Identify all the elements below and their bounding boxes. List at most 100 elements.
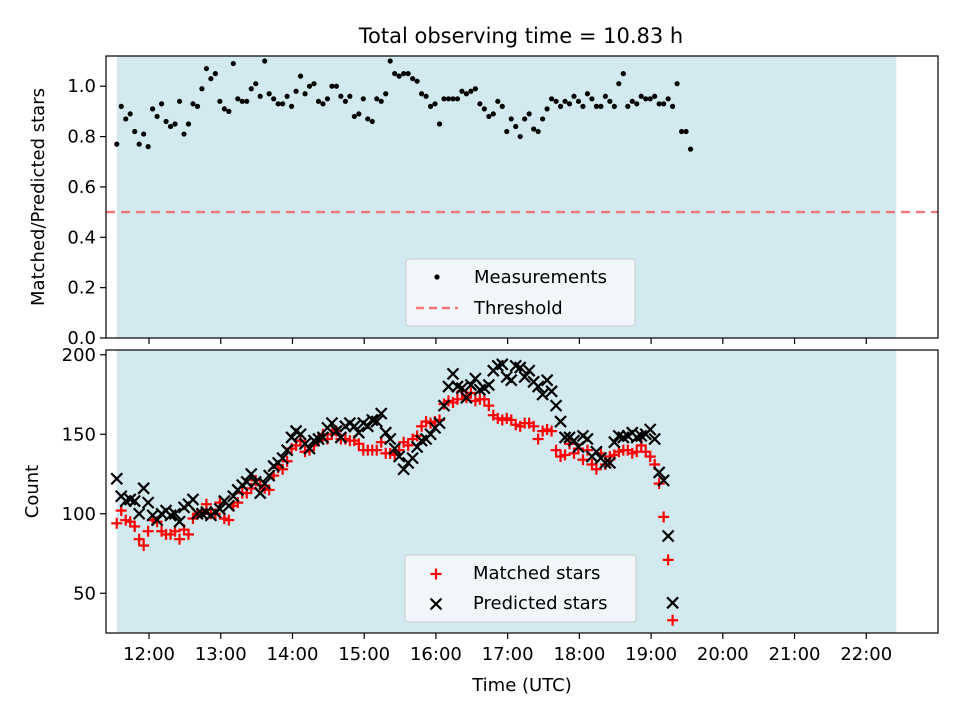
measurement-point	[194, 103, 201, 109]
measurement-point	[302, 91, 308, 97]
predicted-star-marker	[392, 450, 406, 463]
measurement-point	[517, 133, 523, 140]
predicted-star-marker	[590, 445, 603, 459]
measurement-point	[459, 88, 465, 94]
measurement-point	[226, 108, 232, 114]
bottom-y-ticks: 50 100 150 200	[62, 345, 106, 604]
measurement-point	[620, 71, 626, 77]
predicted-star-marker	[536, 388, 549, 401]
measurement-point	[477, 101, 483, 107]
measurement-point	[185, 121, 192, 127]
measurement-point	[203, 65, 210, 72]
y-tick-label: 50	[73, 583, 96, 604]
matched-star-marker	[483, 400, 495, 412]
predicted-star-marker	[334, 431, 348, 444]
measurement-point	[136, 141, 142, 147]
predicted-star-marker	[522, 364, 536, 377]
bottom-x-ticks: 12:00 13:00 14:00 15:00 16:00 17:00 18:00 19:00…	[123, 633, 892, 665]
measurement-point	[441, 96, 447, 102]
measurement-point	[526, 111, 532, 117]
predicted-star-marker	[240, 475, 254, 489]
predicted-star-marker	[469, 372, 482, 385]
predicted-star-marker	[464, 378, 478, 392]
matched-star-marker	[577, 454, 589, 466]
matched-star-marker	[667, 614, 679, 626]
predicted-star-marker	[442, 380, 455, 393]
x-tick-label: 14:00	[267, 644, 319, 665]
measurement-point	[423, 93, 429, 99]
x-tick-label: 15:00	[338, 644, 390, 665]
measurement-point	[580, 103, 586, 109]
measurement-point	[356, 111, 362, 117]
predicted-star-marker	[150, 513, 164, 527]
measurement-point	[616, 81, 622, 87]
measurement-point	[306, 83, 313, 89]
measurement-point	[396, 73, 402, 79]
matched-star-marker	[550, 444, 562, 456]
predicted-star-marker	[294, 427, 307, 441]
measurement-point	[486, 113, 492, 120]
measurement-point	[311, 81, 317, 87]
measurement-point	[602, 93, 608, 99]
x-tick-label: 20:00	[697, 644, 749, 665]
measurement-point	[257, 93, 263, 99]
predicted-star-marker	[652, 466, 666, 479]
measurement-point	[531, 126, 537, 132]
measurement-point	[387, 58, 393, 64]
predicted-star-marker	[285, 431, 298, 444]
measurement-point	[508, 116, 514, 122]
measurement-point	[114, 141, 120, 147]
measurement-point	[414, 78, 420, 84]
measurement-point	[163, 118, 169, 125]
predicted-star-marker	[545, 385, 558, 398]
predicted-star-marker	[482, 378, 496, 392]
legend-label-predicted: Predicted stars	[473, 593, 607, 614]
measurement-point	[499, 103, 505, 109]
predicted-star-marker	[581, 432, 594, 446]
measurement-point	[495, 98, 501, 104]
x-axis-label: Time (UTC)	[471, 675, 572, 696]
predicted-star-marker	[258, 477, 271, 490]
measurement-point	[190, 101, 196, 107]
predicted-star-marker	[379, 426, 393, 439]
measurement-point	[490, 111, 496, 117]
measurement-point	[571, 93, 577, 99]
predicted-star-marker	[643, 423, 657, 436]
measurement-point	[127, 111, 133, 117]
predicted-star-marker	[661, 529, 675, 543]
measurement-point	[262, 58, 268, 64]
measurement-point	[253, 81, 259, 87]
y-tick-label: 200	[62, 345, 96, 366]
measurement-point	[333, 83, 340, 89]
predicted-star-marker	[397, 462, 410, 476]
measurement-point	[513, 123, 519, 130]
predicted-star-marker	[348, 420, 361, 433]
measurement-point	[562, 98, 568, 104]
measurement-point	[548, 96, 555, 102]
measurement-point	[598, 103, 604, 109]
measurement-legend-marker	[434, 274, 440, 280]
x-tick-label: 12:00	[123, 644, 175, 665]
predicted-star-marker	[558, 431, 572, 444]
measurement-point	[230, 60, 236, 67]
predicted-star-marker	[173, 515, 186, 528]
measurement-point	[181, 131, 187, 137]
predicted-star-marker	[370, 415, 384, 428]
measurement-point	[275, 101, 281, 107]
matched-star-marker	[402, 439, 414, 451]
measurement-point	[687, 146, 694, 152]
measurement-point	[589, 96, 595, 102]
measurement-point	[656, 101, 662, 107]
matched-star-marker	[590, 463, 602, 475]
measurement-point	[661, 101, 667, 107]
predicted-legend-cross	[429, 597, 443, 611]
matched-star-marker	[644, 451, 656, 463]
legend-label-threshold: Threshold	[473, 298, 563, 319]
predicted-star-marker	[316, 431, 330, 444]
measurement-point	[320, 101, 326, 107]
predicted-star-marker	[437, 399, 451, 412]
matched-star-marker	[182, 528, 194, 540]
measurement-point	[665, 96, 671, 102]
predicted-star-marker	[280, 443, 294, 457]
top-y-axis-label: Matched/Predicted stars	[28, 88, 49, 306]
